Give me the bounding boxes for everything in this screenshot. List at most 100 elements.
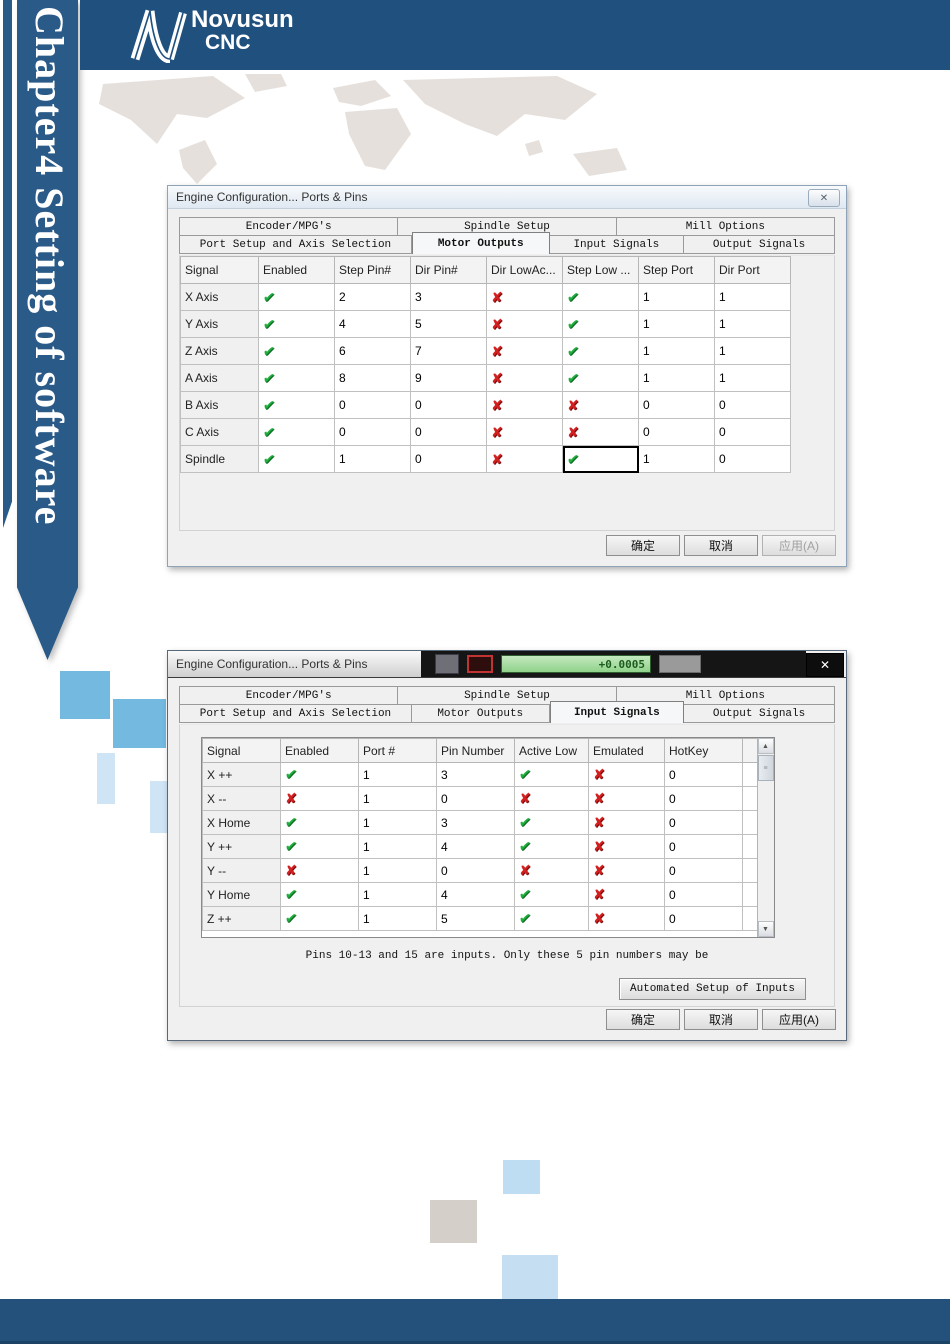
tab-input-signals[interactable]: Input Signals xyxy=(549,235,685,254)
cell[interactable]: 0 xyxy=(334,391,411,419)
cell[interactable]: ✘ xyxy=(514,858,589,883)
cell[interactable]: 1 xyxy=(358,834,437,859)
cell[interactable]: 9 xyxy=(410,364,487,392)
col-header-step-low[interactable]: Step Low ... xyxy=(562,256,639,284)
cell[interactable]: 1 xyxy=(638,283,715,311)
cell[interactable]: 2 xyxy=(334,283,411,311)
cell[interactable]: 0 xyxy=(664,810,743,835)
cell[interactable]: 0 xyxy=(410,445,487,473)
cell[interactable]: 3 xyxy=(436,810,515,835)
cell[interactable]: 5 xyxy=(436,906,515,931)
cell[interactable]: ✔ xyxy=(280,810,359,835)
tab-encoder-mpg-s[interactable]: Encoder/MPG's xyxy=(180,218,399,235)
apply-button[interactable]: 应用(A) xyxy=(762,1009,836,1030)
cell[interactable]: ✔ xyxy=(258,283,335,311)
cell[interactable]: ✔ xyxy=(258,337,335,365)
cell[interactable]: ✔ xyxy=(514,906,589,931)
cell[interactable]: ✘ xyxy=(486,283,563,311)
cell[interactable]: 0 xyxy=(664,906,743,931)
scroll-up-button[interactable]: ▲ xyxy=(757,738,774,754)
cell[interactable]: 1 xyxy=(358,810,437,835)
cell[interactable]: 1 xyxy=(714,364,791,392)
cell[interactable]: 1 xyxy=(638,310,715,338)
automated-setup-button[interactable]: Automated Setup of Inputs xyxy=(618,978,806,1000)
ok-button[interactable]: 确定 xyxy=(606,535,680,556)
cancel-button[interactable]: 取消 xyxy=(684,535,758,556)
tab-motor-outputs[interactable]: Motor Outputs xyxy=(411,232,550,254)
cell[interactable]: 1 xyxy=(714,337,791,365)
dialog1-titlebar[interactable]: Engine Configuration... Ports & Pins ✕ xyxy=(168,186,846,209)
cell[interactable]: 1 xyxy=(358,858,437,883)
col-header-hotkey[interactable]: HotKey xyxy=(664,738,743,763)
cell[interactable]: 1 xyxy=(714,283,791,311)
col-header-emulated[interactable]: Emulated xyxy=(588,738,665,763)
cell[interactable]: 1 xyxy=(358,882,437,907)
col-header-dir-pin[interactable]: Dir Pin# xyxy=(410,256,487,284)
tab-mill-options[interactable]: Mill Options xyxy=(616,687,834,704)
cell[interactable]: ✘ xyxy=(588,786,665,811)
cell[interactable]: 1 xyxy=(358,762,437,787)
cell[interactable]: ✔ xyxy=(562,364,639,392)
tab-spindle-setup[interactable]: Spindle Setup xyxy=(398,218,617,235)
col-header-enabled[interactable]: Enabled xyxy=(280,738,359,763)
cell[interactable]: 7 xyxy=(410,337,487,365)
cell[interactable]: 1 xyxy=(358,906,437,931)
cell[interactable]: 1 xyxy=(638,337,715,365)
col-header-dir-lowac[interactable]: Dir LowAc... xyxy=(486,256,563,284)
col-header-step-port[interactable]: Step Port xyxy=(638,256,715,284)
cell[interactable]: ✔ xyxy=(258,445,335,473)
cell[interactable]: ✔ xyxy=(258,364,335,392)
cell[interactable]: ✘ xyxy=(588,858,665,883)
col-header-signal[interactable]: Signal xyxy=(180,256,259,284)
cell[interactable]: 0 xyxy=(664,762,743,787)
cell[interactable]: 3 xyxy=(410,283,487,311)
cell[interactable]: ✘ xyxy=(280,858,359,883)
cell[interactable]: ✔ xyxy=(514,882,589,907)
col-header-step-pin[interactable]: Step Pin# xyxy=(334,256,411,284)
tab-motor-outputs[interactable]: Motor Outputs xyxy=(411,704,550,723)
cell[interactable]: ✔ xyxy=(562,283,639,311)
close-button[interactable]: ✕ xyxy=(806,653,844,677)
cell[interactable]: 4 xyxy=(334,310,411,338)
cell[interactable]: ✘ xyxy=(588,906,665,931)
cell[interactable]: 1 xyxy=(714,310,791,338)
cell[interactable]: ✔ xyxy=(280,834,359,859)
cell[interactable]: 0 xyxy=(436,858,515,883)
tab-mill-options[interactable]: Mill Options xyxy=(616,218,834,235)
cell[interactable]: 1 xyxy=(358,786,437,811)
cell[interactable]: ✘ xyxy=(486,391,563,419)
tab-port-setup-and-axis-selection[interactable]: Port Setup and Axis Selection xyxy=(179,235,412,254)
cell[interactable]: ✘ xyxy=(280,786,359,811)
cell[interactable]: ✘ xyxy=(562,391,639,419)
cell[interactable]: 8 xyxy=(334,364,411,392)
cell[interactable]: 0 xyxy=(664,858,743,883)
tab-encoder-mpg-s[interactable]: Encoder/MPG's xyxy=(180,687,399,704)
cell[interactable]: 0 xyxy=(638,418,715,446)
cell[interactable]: ✔ xyxy=(258,418,335,446)
cell[interactable]: 0 xyxy=(436,786,515,811)
cell[interactable]: ✘ xyxy=(562,418,639,446)
cell[interactable]: ✔ xyxy=(562,445,639,473)
scroll-thumb[interactable]: ≡ xyxy=(757,755,774,781)
cell[interactable]: ✔ xyxy=(562,337,639,365)
cell[interactable]: ✔ xyxy=(514,810,589,835)
cell[interactable]: 4 xyxy=(436,834,515,859)
cell[interactable]: 0 xyxy=(664,786,743,811)
tab-input-signals[interactable]: Input Signals xyxy=(549,701,685,723)
tab-port-setup-and-axis-selection[interactable]: Port Setup and Axis Selection xyxy=(179,704,412,723)
cell[interactable]: ✔ xyxy=(280,762,359,787)
cell[interactable]: ✘ xyxy=(514,786,589,811)
cell[interactable]: 5 xyxy=(410,310,487,338)
cell[interactable]: ✘ xyxy=(486,310,563,338)
cell[interactable]: 0 xyxy=(714,418,791,446)
col-header-pin-number[interactable]: Pin Number xyxy=(436,738,515,763)
cell[interactable]: ✘ xyxy=(588,834,665,859)
cell[interactable]: ✔ xyxy=(258,310,335,338)
cell[interactable]: ✘ xyxy=(486,418,563,446)
cell[interactable]: 4 xyxy=(436,882,515,907)
cell[interactable]: 0 xyxy=(714,445,791,473)
tab-output-signals[interactable]: Output Signals xyxy=(684,235,835,254)
cell[interactable]: ✔ xyxy=(258,391,335,419)
col-header-active-low[interactable]: Active Low xyxy=(514,738,589,763)
close-button[interactable]: ✕ xyxy=(808,189,840,207)
